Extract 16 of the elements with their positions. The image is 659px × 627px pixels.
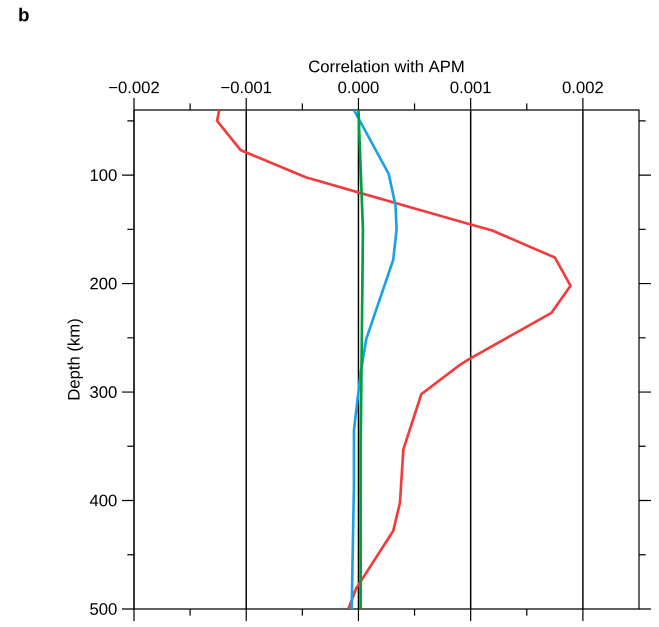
y-tick-label: 100 xyxy=(90,169,117,181)
y-axis-title: Depth (km) xyxy=(67,319,83,400)
y-tick-label: 200 xyxy=(90,278,117,290)
x-axis-title: Correlation with APM xyxy=(309,60,464,72)
x-tick-label: −0.002 xyxy=(109,82,159,94)
y-tick-label: 400 xyxy=(90,494,117,506)
y-tick-label: 500 xyxy=(90,603,117,615)
line-series xyxy=(350,110,398,610)
x-tick-label: 0.001 xyxy=(450,82,491,94)
x-tick-label: 0.002 xyxy=(562,82,603,94)
x-tick-label: 0.000 xyxy=(338,82,379,94)
text: b xyxy=(19,8,29,22)
x-tick-label: −0.001 xyxy=(221,82,272,94)
line-series xyxy=(357,110,364,610)
y-tick-label: 300 xyxy=(90,386,117,398)
line-series xyxy=(216,110,572,610)
